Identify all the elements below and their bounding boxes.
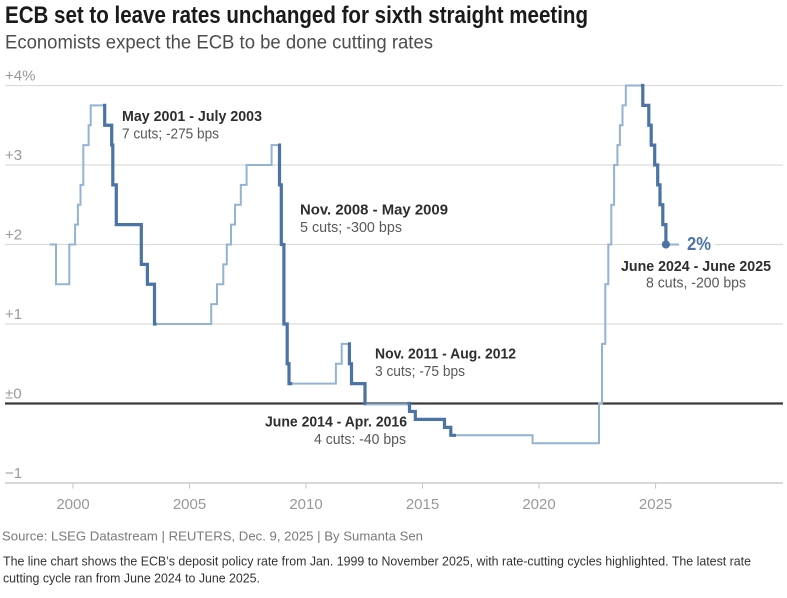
svg-text:2010: 2010	[289, 496, 322, 513]
svg-text:The line chart shows the ECB’s: The line chart shows the ECB’s deposit p…	[3, 555, 751, 569]
svg-text:cutting cycle ran from June 20: cutting cycle ran from June 2024 to June…	[3, 572, 260, 586]
svg-text:8 cuts, -200 bps: 8 cuts, -200 bps	[646, 275, 746, 292]
svg-text:+4%: +4%	[5, 68, 35, 85]
svg-text:±0: ±0	[5, 386, 22, 403]
svg-text:June 2014 - Apr. 2016: June 2014 - Apr. 2016	[265, 414, 407, 431]
svg-text:2%: 2%	[687, 234, 711, 254]
svg-text:7 cuts; -275 bps: 7 cuts; -275 bps	[122, 126, 219, 143]
svg-text:Economists expect the ECB to b: Economists expect the ECB to be done cut…	[5, 32, 433, 54]
svg-text:2020: 2020	[522, 496, 555, 513]
svg-text:3 cuts; -75 bps: 3 cuts; -75 bps	[375, 363, 465, 380]
svg-text:2025: 2025	[639, 496, 672, 513]
svg-text:5 cuts; -300 bps: 5 cuts; -300 bps	[300, 219, 402, 236]
svg-text:Nov. 2011 - Aug. 2012: Nov. 2011 - Aug. 2012	[375, 346, 516, 363]
svg-text:May 2001 - July 2003: May 2001 - July 2003	[122, 108, 262, 125]
svg-text:2000: 2000	[56, 496, 89, 513]
svg-text:2005: 2005	[173, 496, 206, 513]
svg-text:4 cuts: -40 bps: 4 cuts: -40 bps	[314, 431, 406, 448]
svg-text:−1: −1	[5, 465, 22, 482]
svg-text:2015: 2015	[406, 496, 439, 513]
svg-text:June 2024 - June 2025: June 2024 - June 2025	[621, 258, 771, 275]
svg-text:+1: +1	[5, 306, 22, 323]
svg-text:Nov. 2008 - May 2009: Nov. 2008 - May 2009	[300, 202, 448, 219]
svg-text:Source: LSEG Datastream | REUT: Source: LSEG Datastream | REUTERS, Dec. …	[2, 530, 423, 544]
svg-text:+3: +3	[5, 147, 22, 164]
svg-text:+2: +2	[5, 227, 22, 244]
svg-text:ECB set to leave rates unchang: ECB set to leave rates unchanged for six…	[5, 2, 588, 29]
